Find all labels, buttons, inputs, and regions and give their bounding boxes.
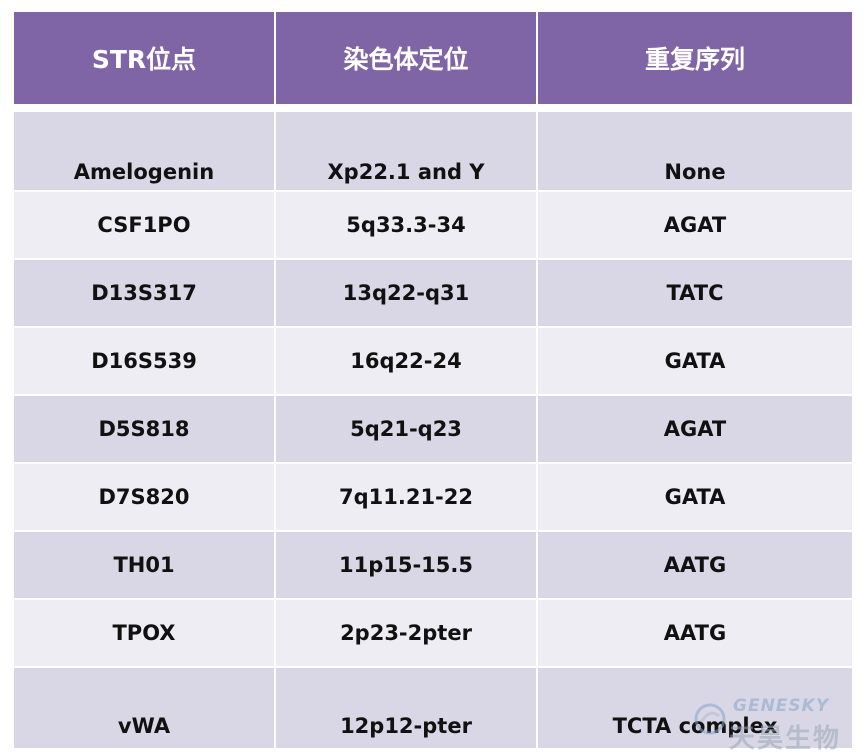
cell-chromosome: 13q22-q31 xyxy=(274,258,538,328)
header-repeat-sequence: 重复序列 xyxy=(536,10,854,106)
cell-repeat: AATG xyxy=(536,598,854,668)
str-loci-table: STR位点 染色体定位 重复序列 Amelogenin Xp22.1 and Y… xyxy=(12,10,854,750)
cell-locus: D16S539 xyxy=(12,326,276,396)
table-row: TH01 11p15-15.5 AATG xyxy=(12,530,854,600)
cell-chromosome: 7q11.21-22 xyxy=(274,462,538,532)
str-loci-table-container: STR位点 染色体定位 重复序列 Amelogenin Xp22.1 and Y… xyxy=(12,10,854,750)
cell-repeat: AGAT xyxy=(536,394,854,464)
cell-repeat: None xyxy=(536,110,854,192)
cell-locus: TH01 xyxy=(12,530,276,600)
header-str-locus: STR位点 xyxy=(12,10,276,106)
cell-repeat: AATG xyxy=(536,530,854,600)
table-row: D16S539 16q22-24 GATA xyxy=(12,326,854,396)
cell-locus: D5S818 xyxy=(12,394,276,464)
cell-chromosome: Xp22.1 and Y xyxy=(274,110,538,192)
cell-chromosome: 16q22-24 xyxy=(274,326,538,396)
cell-repeat: TCTA complex xyxy=(536,666,854,750)
cell-locus: Amelogenin xyxy=(12,110,276,192)
table-row: Amelogenin Xp22.1 and Y None xyxy=(12,110,854,192)
cell-locus: vWA xyxy=(12,666,276,750)
cell-locus: D13S317 xyxy=(12,258,276,328)
cell-chromosome: 12p12-pter xyxy=(274,666,538,750)
cell-repeat: AGAT xyxy=(536,190,854,260)
header-chromosome-location: 染色体定位 xyxy=(274,10,538,106)
cell-locus: TPOX xyxy=(12,598,276,668)
table-row: CSF1PO 5q33.3-34 AGAT xyxy=(12,190,854,260)
cell-locus: D7S820 xyxy=(12,462,276,532)
cell-repeat: GATA xyxy=(536,326,854,396)
cell-chromosome: 5q33.3-34 xyxy=(274,190,538,260)
header-spacer xyxy=(13,105,853,111)
cell-chromosome: 2p23-2pter xyxy=(274,598,538,668)
table-row: D7S820 7q11.21-22 GATA xyxy=(12,462,854,532)
table-row: TPOX 2p23-2pter AATG xyxy=(12,598,854,668)
cell-locus: CSF1PO xyxy=(12,190,276,260)
cell-chromosome: 11p15-15.5 xyxy=(274,530,538,600)
table-row: D13S317 13q22-q31 TATC xyxy=(12,258,854,328)
cell-chromosome: 5q21-q23 xyxy=(274,394,538,464)
cell-repeat: TATC xyxy=(536,258,854,328)
cell-repeat: GATA xyxy=(536,462,854,532)
table-row: D5S818 5q21-q23 AGAT xyxy=(12,394,854,464)
table-row: vWA 12p12-pter TCTA complex xyxy=(12,666,854,750)
table-header-row: STR位点 染色体定位 重复序列 xyxy=(12,10,854,106)
